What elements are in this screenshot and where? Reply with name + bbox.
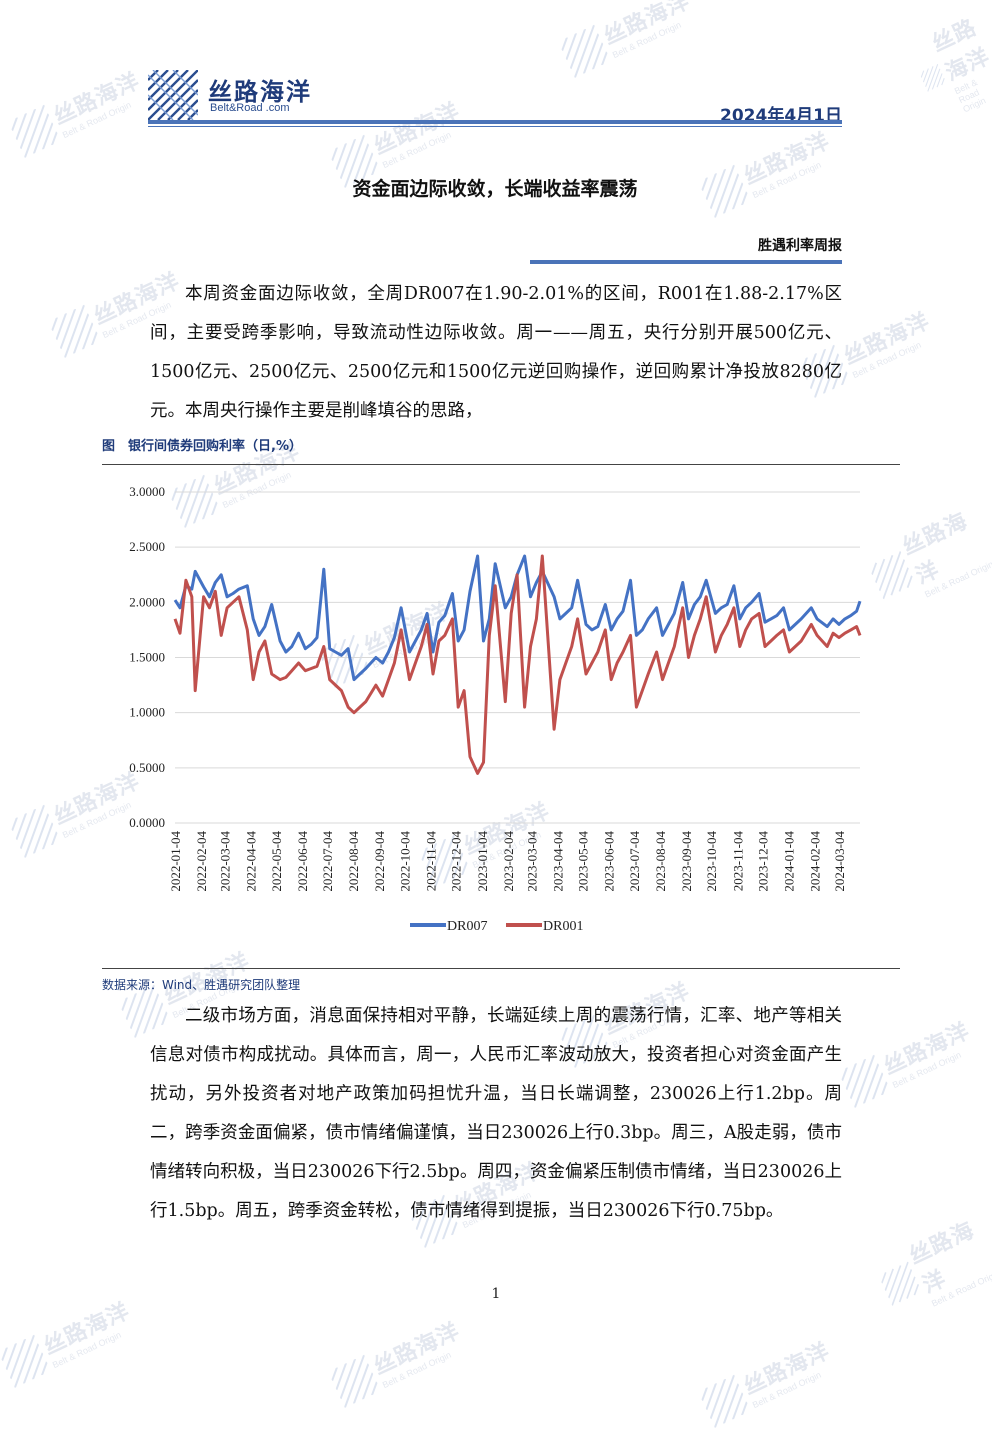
y-tick-label: 2.5000 <box>129 539 165 554</box>
watermark: 丝路海洋 Belt & Road Origin <box>47 263 188 359</box>
chart-gridlines <box>175 491 860 824</box>
watermark: 丝路海洋 Belt & Road Origin <box>7 63 148 159</box>
y-tick-label: 1.0000 <box>129 705 165 720</box>
figure-rule-bottom <box>102 968 900 969</box>
series-rule <box>530 260 842 264</box>
figure-rule-top <box>102 464 900 465</box>
x-tick-label: 2023-12-04 <box>756 831 771 892</box>
x-tick-label: 2023-10-04 <box>704 831 719 892</box>
y-tick-label: 1.5000 <box>129 650 165 665</box>
x-tick-label: 2022-09-04 <box>372 831 387 892</box>
x-tick-label: 2023-05-04 <box>576 831 591 892</box>
x-tick-label: 2022-03-04 <box>218 831 233 892</box>
watermark-logo-icon <box>701 164 748 218</box>
x-tick-label: 2022-07-04 <box>320 831 335 892</box>
x-tick-label: 2022-10-04 <box>397 831 412 892</box>
watermark: 丝路海洋 Belt & Road Origin <box>904 9 992 125</box>
x-tick-label: 2022-02-04 <box>194 831 209 892</box>
x-tick-label: 2023-02-04 <box>501 831 516 892</box>
watermark-logo-icon <box>331 134 378 188</box>
watermark-logo-icon <box>920 63 945 92</box>
watermark: 丝路海洋 Belt & Road Origin <box>417 793 558 889</box>
page-number: 1 <box>491 1286 501 1302</box>
watermark-logo-icon <box>561 1014 608 1068</box>
logo-icon <box>148 70 198 120</box>
watermark: 丝路海洋 Belt & Road Origin <box>697 123 838 219</box>
header-rule-thin <box>148 126 842 127</box>
report-series-name: 胜遇利率周报 <box>758 238 842 254</box>
x-tick-label: 2022-12-04 <box>449 831 464 892</box>
watermark-logo-icon <box>331 1354 378 1408</box>
header-rule <box>148 120 842 124</box>
watermark-logo-icon <box>171 474 218 528</box>
x-tick-label: 2022-04-04 <box>244 831 259 892</box>
x-tick-label: 2022-05-04 <box>269 831 284 892</box>
chart-legend: DR007 DR001 <box>410 919 583 934</box>
watermark: 丝路海洋 Belt & Road Origin <box>870 1210 992 1324</box>
page-title: 资金面边际收敛，长端收益率震荡 <box>352 178 638 200</box>
x-tick-label: 2023-07-04 <box>627 831 642 892</box>
series-line-dr001 <box>173 554 862 775</box>
paragraph-2: 二级市场方面，消息面保持相对平静，长端延续上周的震荡行情，汇率、地产等相关信息对… <box>150 997 842 1231</box>
x-tick-label: 2023-03-04 <box>524 831 539 892</box>
x-tick-label: 2024-03-04 <box>832 831 847 892</box>
watermark-logo-icon <box>11 804 58 858</box>
paragraph-1: 本周资金面边际收敛，全周DR007在1.90-2.01%的区间，R001在1.8… <box>150 275 842 431</box>
rate-chart: 3.0000 2.5000 2.0000 1.5000 1.0000 0.5000 0.00… <box>129 484 862 934</box>
x-tick-label: 2022-01-04 <box>168 831 183 892</box>
paragraph-2-text: 二级市场方面，消息面保持相对平静，长端延续上周的震荡行情，汇率、地产等相关信息对… <box>150 1006 842 1221</box>
watermark-logo-icon <box>801 344 848 398</box>
watermark-logo-icon <box>51 304 98 358</box>
x-tick-label: 2023-08-04 <box>653 831 668 892</box>
figure-source: 数据来源：Wind、胜遇研究团队整理 <box>102 978 301 992</box>
x-tick-label: 2023-04-04 <box>550 831 565 892</box>
watermark-logo-icon <box>1 1334 48 1388</box>
x-tick-label: 2023-09-04 <box>679 831 694 892</box>
x-tick-label: 2024-02-04 <box>808 831 823 892</box>
y-tick-label: 3.0000 <box>129 484 165 499</box>
logo-text: 丝路海洋 <box>208 78 312 106</box>
y-tick-label: 0.5000 <box>129 760 165 775</box>
watermark-logo-icon <box>871 551 913 600</box>
y-tick-label: 2.0000 <box>129 594 165 609</box>
watermark: 丝路海洋 Belt & Road Origin <box>327 93 468 189</box>
y-tick-label: 0.0000 <box>129 815 165 830</box>
legend-label-dr007: DR007 <box>447 919 487 934</box>
chart-y-ticks: 3.0000 2.5000 2.0000 1.5000 1.0000 0.5000 0.00… <box>129 484 165 830</box>
watermark: 丝路海洋 Belt & Road Origin <box>797 303 938 399</box>
watermark-logo-icon <box>411 1194 458 1248</box>
x-tick-label: 2022-11-04 <box>424 831 439 892</box>
watermark-logo-icon <box>881 1261 920 1306</box>
x-tick-label: 2022-08-04 <box>346 831 361 892</box>
watermark: 丝路海洋 Belt & Road Origin <box>167 433 308 529</box>
chart-series <box>173 554 862 775</box>
watermark-logo-icon <box>421 834 468 888</box>
chart-x-ticks: 2022-01-04 2022-02-04 2022-03-04 2022-04-04… <box>168 831 847 892</box>
watermark: 丝路海洋 Belt & Road Origin <box>557 973 698 1069</box>
x-tick-label: 2023-01-04 <box>475 831 490 892</box>
watermark-logo-icon <box>561 24 608 78</box>
paragraph-1-text: 本周资金面边际收敛，全周DR007在1.90-2.01%的区间，R001在1.8… <box>150 284 842 421</box>
watermark-logo-icon <box>841 1054 888 1108</box>
watermark: 丝路海洋 Belt & Road Origin <box>557 0 698 79</box>
x-tick-label: 2023-11-04 <box>730 831 745 892</box>
x-tick-label: 2023-06-04 <box>602 831 617 892</box>
watermark: 丝路海洋 Belt & Road Origin <box>837 1013 978 1109</box>
x-tick-label: 2022-06-04 <box>295 831 310 892</box>
watermark: 丝路海洋 Belt & Road Origin <box>697 1333 838 1429</box>
legend-label-dr001: DR001 <box>543 919 583 934</box>
logo-subtext: Belt&Road .com <box>210 102 290 114</box>
watermark: 丝路海洋 Belt & Road Origin <box>407 1153 548 1249</box>
watermark: 丝路海洋 Belt & Road Origin <box>327 1313 468 1409</box>
watermark: 丝路海洋 Belt & Road Origin <box>7 763 148 859</box>
x-tick-label: 2024-01-04 <box>782 831 797 892</box>
watermark-logo-icon <box>11 104 58 158</box>
watermark: 丝路海洋 Belt & Road Origin <box>117 943 258 1039</box>
watermark: 丝路海洋 Belt & Road Origin <box>860 498 992 617</box>
watermark: 丝路海洋 Belt & Road Origin <box>0 1293 139 1389</box>
figure-caption: 图 银行间债券回购利率（日,%） <box>102 439 302 454</box>
watermark-logo-icon <box>121 984 168 1038</box>
